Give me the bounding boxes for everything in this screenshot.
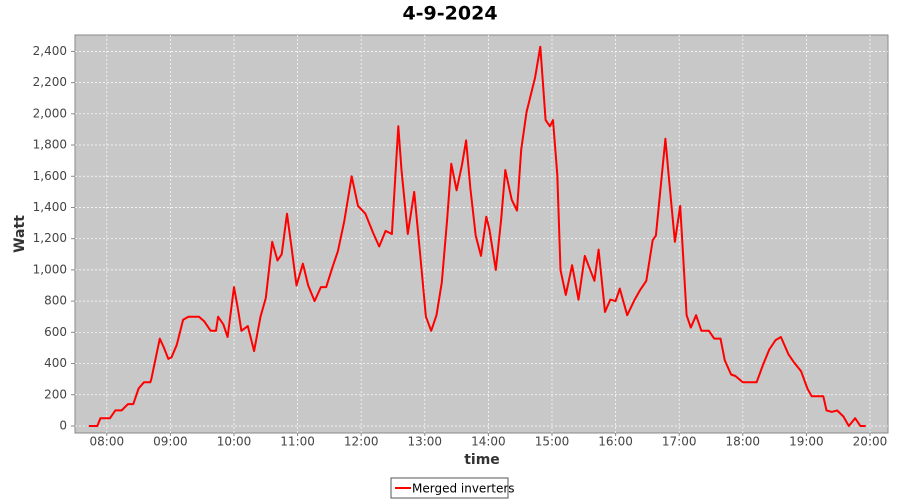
x-tick-label: 08:00 <box>90 435 125 449</box>
y-tick-label: 1,400 <box>33 200 67 214</box>
x-tick-label: 09:00 <box>153 435 188 449</box>
data-line <box>88 45 866 427</box>
x-tick-label: 15:00 <box>535 435 570 449</box>
y-tick-label: 400 <box>44 356 67 370</box>
x-tick-label: 18:00 <box>725 435 760 449</box>
y-axis-label: Watt <box>12 215 28 253</box>
y-tick-label: 1,800 <box>33 138 67 152</box>
x-axis-label: time <box>464 452 500 468</box>
x-tick-label: 11:00 <box>280 435 315 449</box>
x-tick-label: 20:00 <box>853 435 888 449</box>
x-tick-label: 10:00 <box>217 435 252 449</box>
y-tick-label: 0 <box>59 418 67 432</box>
x-tick-label: 19:00 <box>789 435 824 449</box>
y-tick-label: 2,000 <box>33 106 67 120</box>
x-tick-label: 16:00 <box>598 435 633 449</box>
y-tick-label: 2,400 <box>33 44 67 58</box>
plot-area <box>74 34 889 434</box>
x-tick-label: 14:00 <box>471 435 506 449</box>
y-tick-label: 2,200 <box>33 75 67 89</box>
y-tick-label: 1,200 <box>33 231 67 245</box>
y-tick-label: 200 <box>44 387 67 401</box>
x-tick-label: 13:00 <box>407 435 442 449</box>
y-tick-label: 800 <box>44 294 67 308</box>
legend-label: Merged inverters <box>412 482 515 496</box>
x-tick-label: 17:00 <box>662 435 697 449</box>
y-tick-label: 600 <box>44 325 67 339</box>
y-tick-label: 1,000 <box>33 262 67 276</box>
chart-title: 4-9-2024 <box>402 3 497 25</box>
legend <box>390 477 509 499</box>
x-tick-label: 12:00 <box>344 435 379 449</box>
y-tick-label: 1,600 <box>33 169 67 183</box>
